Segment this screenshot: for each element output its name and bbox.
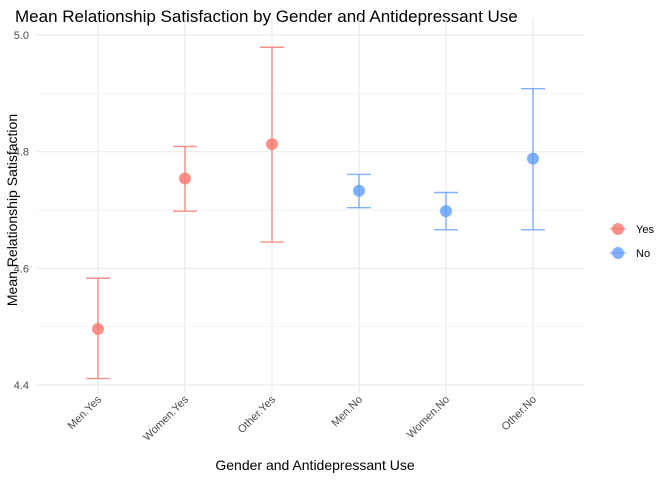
data-point bbox=[92, 323, 104, 335]
legend-key-point bbox=[612, 223, 624, 235]
x-tick-label: Other.No bbox=[500, 394, 540, 434]
data-point bbox=[440, 205, 452, 218]
y-axis-title: Mean Relationship Satisfaction bbox=[4, 114, 20, 306]
x-tick-label: Other.Yes bbox=[236, 393, 279, 436]
data-point bbox=[527, 152, 539, 165]
legend-label: Yes bbox=[636, 224, 654, 236]
x-axis-ticks: Men.Yes Women.Yes Other.Yes Men.No Women.No O… bbox=[66, 393, 539, 443]
data-point bbox=[266, 138, 278, 151]
data-marks bbox=[86, 46, 545, 380]
data-point bbox=[353, 184, 365, 197]
y-tick-label: 5.0 bbox=[14, 30, 29, 42]
y-tick-label: 4.8 bbox=[14, 147, 29, 159]
x-tick-label: Men.No bbox=[329, 394, 365, 430]
legend-key-point bbox=[612, 247, 624, 259]
y-axis-ticks: 4.4 4.6 4.8 5.0 bbox=[14, 30, 29, 392]
x-tick-label: Women.No bbox=[405, 394, 452, 441]
legend-label: No bbox=[636, 248, 650, 260]
chart-title: Mean Relationship Satisfaction by Gender… bbox=[15, 7, 518, 26]
grid-lines bbox=[37, 18, 584, 394]
data-point bbox=[179, 172, 191, 185]
x-tick-label: Men.Yes bbox=[66, 393, 105, 432]
x-tick-label: Women.Yes bbox=[141, 393, 191, 443]
legend: Yes No bbox=[610, 223, 654, 260]
y-tick-label: 4.4 bbox=[14, 380, 29, 392]
y-tick-label: 4.6 bbox=[14, 263, 29, 275]
x-axis-title: Gender and Antidepressant Use bbox=[215, 457, 414, 473]
